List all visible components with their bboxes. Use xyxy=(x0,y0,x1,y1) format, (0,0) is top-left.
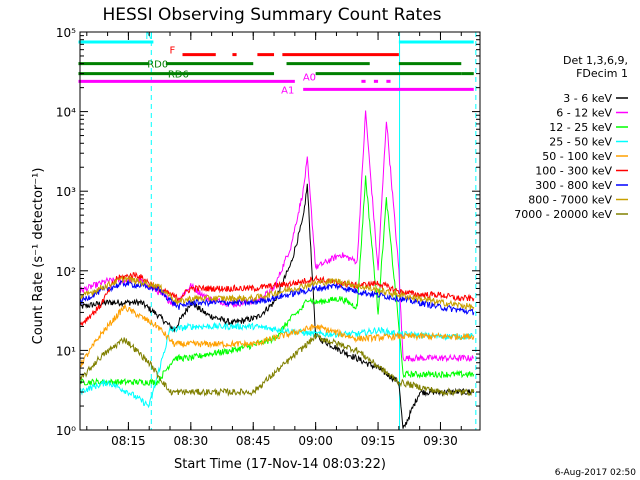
legend-entry-2: 12 - 25 keV xyxy=(549,121,612,134)
series-line-0 xyxy=(80,183,475,429)
x-tick-label-2: 08:45 xyxy=(236,434,271,448)
legend-entry-5: 100 - 300 keV xyxy=(535,165,612,178)
legend-entry-4: 50 - 100 keV xyxy=(542,150,612,163)
legend-entry-1: 6 - 12 keV xyxy=(556,107,612,120)
series-line-1 xyxy=(80,110,474,363)
y-axis-label: Count Rate (s⁻¹ detector⁻¹) xyxy=(31,168,46,345)
y-tick-label-3: 10³ xyxy=(56,185,76,199)
axes: 10⁰ 10¹ 10² 10³ 10⁴ 10⁵ 08:15 08:30 08:45 09:00 09… xyxy=(56,26,481,448)
series-line-8 xyxy=(80,333,475,397)
flag-label-f: F xyxy=(169,46,175,57)
x-tick-label-0: 08:15 xyxy=(111,434,146,448)
flag-label-n: N xyxy=(145,31,152,42)
y-tick-label-2: 10² xyxy=(56,265,76,279)
legend-header-0: Det 1,3,6,9, xyxy=(563,54,628,67)
flag-label-a1: A1 xyxy=(281,85,294,96)
x-tick-label-3: 09:00 xyxy=(298,434,333,448)
series-line-7 xyxy=(80,275,475,310)
flag-label-rd6: RD6 xyxy=(168,70,189,81)
legend-entry-6: 300 - 800 keV xyxy=(535,179,612,192)
plot-frame xyxy=(79,31,481,431)
legend-entry-0: 3 - 6 keV xyxy=(563,92,612,105)
x-tick-label-5: 09:30 xyxy=(423,434,458,448)
y-tick-label-4: 10⁴ xyxy=(56,106,76,120)
y-tick-label-1: 10¹ xyxy=(56,344,76,358)
x-tick-label-1: 08:30 xyxy=(174,434,209,448)
x-axis-label: Start Time (17-Nov-14 08:03:22) xyxy=(174,457,386,472)
flag-label-a0: A0 xyxy=(303,72,316,83)
legend-entry-8: 7000 - 20000 keV xyxy=(514,208,612,221)
generated-stamp: 6-Aug-2017 02:50 xyxy=(555,468,637,478)
legend-header-1: FDecim 1 xyxy=(576,67,628,80)
legend-entry-7: 800 - 7000 keV xyxy=(528,194,612,207)
flag-label-rd0: RD0 xyxy=(147,60,168,71)
y-tick-label-0: 10⁰ xyxy=(56,424,76,438)
y-tick-label-5: 10⁵ xyxy=(56,26,76,40)
series-line-4 xyxy=(80,304,475,369)
chart-title: HESSI Observing Summary Count Rates xyxy=(102,5,441,25)
legend-entry-3: 25 - 50 keV xyxy=(549,136,612,149)
x-tick-label-4: 09:15 xyxy=(361,434,396,448)
